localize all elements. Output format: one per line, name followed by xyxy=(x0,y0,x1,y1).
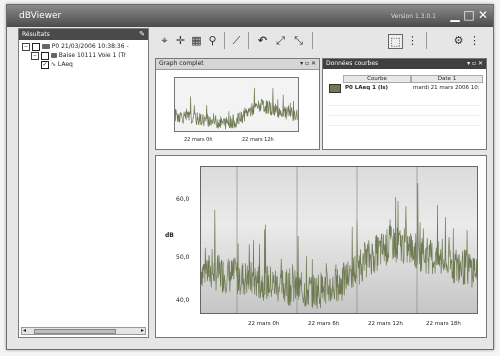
toolbar-separator xyxy=(312,32,313,49)
results-pane: Résultats ✎ − P0 21/03/2006 10:38:36 - −… xyxy=(18,28,149,338)
line-icon[interactable]: ⟋ xyxy=(232,34,241,47)
app-title: dBViewer xyxy=(19,11,62,21)
toolbar-separator xyxy=(426,32,427,49)
empty-row xyxy=(329,115,479,116)
zoom-in-icon[interactable]: ⤢ xyxy=(276,34,285,47)
curve-color-swatch xyxy=(329,84,343,93)
sheet-icon[interactable]: ▦ xyxy=(191,34,202,47)
column-header-courbe[interactable]: Courbe xyxy=(343,75,411,83)
column-header-date[interactable]: Date 1 xyxy=(411,75,483,83)
y-tick-label: 50,0 xyxy=(176,254,190,261)
overview-x-label: 22 mars 12h xyxy=(242,137,274,143)
x-tick-label: 22 mars 18h xyxy=(426,321,461,327)
zoom-out-icon[interactable]: ⤡ xyxy=(294,34,303,47)
tree-item-channel[interactable]: − Baise 10111 Voie 1 (Tr xyxy=(31,51,126,60)
empty-row xyxy=(329,125,479,126)
scroll-left-icon[interactable]: ◂ xyxy=(23,327,27,334)
results-pane-header: Résultats ✎ xyxy=(19,29,148,40)
overview-plot[interactable] xyxy=(174,77,299,132)
curve-icon: ∿ xyxy=(50,61,56,68)
toolbar-separator xyxy=(224,32,225,49)
panel-controls[interactable]: ▾ ▫ ✕ xyxy=(300,60,316,67)
x-tick-label: 22 mars 0h xyxy=(248,321,280,327)
table-cell-courbe[interactable]: P0 LAeq 1 (ls) xyxy=(345,85,389,91)
binoculars-icon[interactable]: ⚲ xyxy=(208,34,217,47)
tree-item-label: Baise 10111 Voie 1 (Tr xyxy=(58,52,126,59)
donnees-courbes-panel: Données courbes ▾ ▫ ✕ Courbe Date 1 P0 L… xyxy=(322,58,487,150)
series-line xyxy=(174,87,299,130)
main-plot-area[interactable] xyxy=(200,166,478,314)
x-tick-label: 22 mars 6h xyxy=(308,321,340,327)
tree-item-curve[interactable]: ✓ ∿ LAeq xyxy=(41,60,73,69)
dataset-checkbox[interactable] xyxy=(31,42,40,51)
x-tick-label: 22 mars 12h xyxy=(368,321,403,327)
close-icon[interactable]: ✕ xyxy=(477,8,489,22)
overview-x-label: 22 mars 0h xyxy=(184,137,213,143)
maximize-icon[interactable]: □ xyxy=(463,8,475,22)
crosshair-icon[interactable]: ✛ xyxy=(175,34,186,47)
tree-item-dataset[interactable]: − P0 21/03/2006 10:38:36 - xyxy=(22,42,129,51)
toolbar: ⌖ ✛ ▦ ⚲ ⟋ ↶ ⤢ ⤡ ⬚ ⋮ ⚙ ⋮ xyxy=(152,26,486,54)
overview-chart xyxy=(174,87,299,130)
graph-complet-title: Graph complet xyxy=(159,60,204,67)
minimize-icon[interactable]: ▁ xyxy=(450,8,460,22)
scrollbar-thumb[interactable] xyxy=(34,329,116,334)
y-tick-label: 60,0 xyxy=(176,196,190,203)
cursor-icon[interactable]: ⌖ xyxy=(161,34,168,47)
horizontal-scrollbar[interactable]: ◂ ▸ xyxy=(21,327,146,335)
channel-checkbox[interactable] xyxy=(40,51,49,60)
tree-item-label: LAeq xyxy=(57,61,73,68)
y-tick-label: 40,0 xyxy=(176,297,190,304)
dataset-icon xyxy=(41,44,50,49)
table-cell-date[interactable]: mardi 21 mars 2006 10: xyxy=(413,85,480,91)
app-version: Version 1.3.0.1 xyxy=(391,13,436,20)
table-icon[interactable]: ⋮ xyxy=(407,34,418,47)
channel-icon xyxy=(50,53,57,58)
graph-complet-header: Graph complet ▾ ▫ ✕ xyxy=(156,59,319,70)
pin-icon[interactable]: ✎ xyxy=(139,30,145,38)
donnees-courbes-title: Données courbes xyxy=(326,60,379,67)
main-chart xyxy=(200,167,478,313)
undo-icon[interactable]: ↶ xyxy=(257,34,268,47)
toolbar-separator xyxy=(248,32,249,49)
tree-item-label: P0 21/03/2006 10:38:36 - xyxy=(51,43,129,50)
series-line xyxy=(200,183,478,310)
toolbar-more-icon[interactable]: ⋮ xyxy=(469,34,480,47)
donnees-courbes-header: Données courbes ▾ ▫ ✕ xyxy=(323,59,486,69)
panel-controls[interactable]: ▾ ▫ ✕ xyxy=(467,60,483,67)
select-icon[interactable]: ⬚ xyxy=(388,34,403,49)
y-unit-label: dB xyxy=(165,232,174,239)
main-graph-panel: 60,0 50,0 40,0 dB 22 mars 0h 22 mars 6h … xyxy=(155,155,487,338)
scroll-right-icon[interactable]: ▸ xyxy=(140,327,144,334)
settings-icon[interactable]: ⚙ xyxy=(453,34,464,47)
collapse-icon[interactable]: − xyxy=(31,51,39,60)
collapse-icon[interactable]: − xyxy=(22,42,30,51)
graph-complet-panel: Graph complet ▾ ▫ ✕ 22 mars 0h 22 mars 1… xyxy=(155,58,320,150)
empty-row xyxy=(329,105,479,106)
results-pane-title: Résultats xyxy=(22,31,50,38)
curve-checkbox[interactable]: ✓ xyxy=(41,60,49,69)
title-bar: dBViewer Version 1.3.0.1 ▁ □ ✕ xyxy=(7,5,493,27)
